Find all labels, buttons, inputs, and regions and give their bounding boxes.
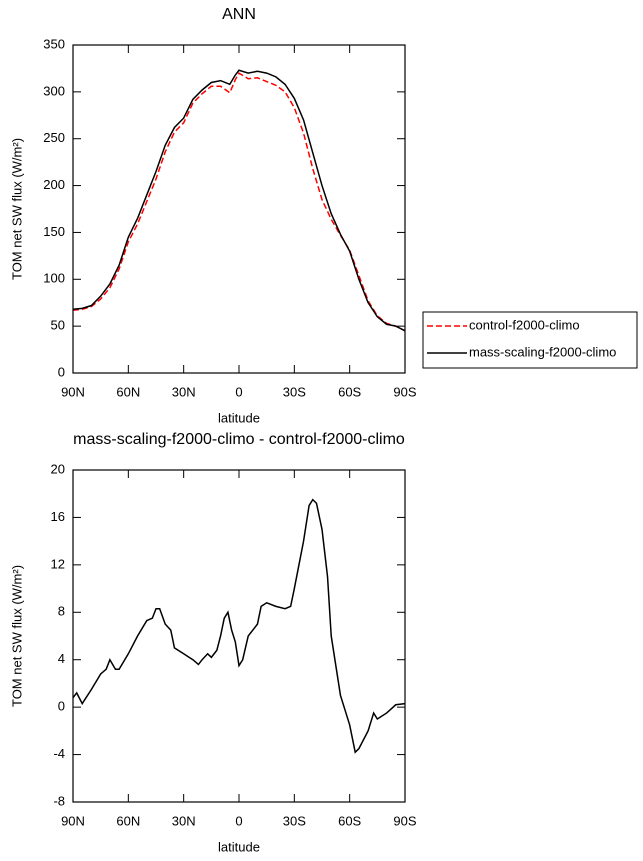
data-line <box>72 498 406 754</box>
chart-title: mass-scaling-f2000-climo - control-f2000… <box>73 431 405 448</box>
y-tick-label: 200 <box>43 177 65 192</box>
y-axis-label: TOM net SW flux (W/m²) <box>9 565 24 707</box>
y-tick-label: 350 <box>43 36 65 51</box>
x-tick-label: 30N <box>172 384 196 399</box>
y-tick-label: -4 <box>53 746 65 761</box>
y-tick-label: 8 <box>58 604 65 619</box>
plot-frame <box>72 44 406 374</box>
x-tick-label: 90S <box>393 813 416 828</box>
y-tick-label: 50 <box>51 318 65 333</box>
y-tick-label: 0 <box>58 699 65 714</box>
x-tick-label: 0 <box>235 813 242 828</box>
x-tick-label: 90N <box>61 384 85 399</box>
y-tick-label: 4 <box>58 651 65 666</box>
y-axis-label: TOM net SW flux (W/m²) <box>9 138 24 280</box>
x-axis-label: latitude <box>218 839 260 854</box>
legend-label: control-f2000-climo <box>469 317 580 332</box>
legend-label: mass-scaling-f2000-climo <box>469 344 616 359</box>
x-tick-label: 60S <box>338 384 361 399</box>
y-tick-label: 16 <box>51 509 65 524</box>
data-line <box>72 72 406 332</box>
y-tick-label: 100 <box>43 271 65 286</box>
x-axis-label: latitude <box>218 410 260 425</box>
y-tick-label: 0 <box>58 364 65 379</box>
plot-frame <box>72 469 406 803</box>
y-tick-label: 150 <box>43 224 65 239</box>
chart-title: ANN <box>222 6 256 23</box>
legend-box <box>422 311 638 369</box>
x-tick-label: 60N <box>116 384 140 399</box>
x-tick-label: 90S <box>393 384 416 399</box>
y-tick-label: 20 <box>51 461 65 476</box>
data-line <box>72 69 406 332</box>
y-tick-label: 300 <box>43 83 65 98</box>
y-tick-label: -8 <box>53 793 65 808</box>
x-tick-label: 90N <box>61 813 85 828</box>
x-tick-label: 30S <box>283 384 306 399</box>
y-tick-label: 12 <box>51 556 65 571</box>
x-tick-label: 30N <box>172 813 196 828</box>
x-tick-label: 60N <box>116 813 140 828</box>
y-tick-label: 250 <box>43 130 65 145</box>
x-tick-label: 0 <box>235 384 242 399</box>
x-tick-label: 30S <box>283 813 306 828</box>
x-tick-label: 60S <box>338 813 361 828</box>
